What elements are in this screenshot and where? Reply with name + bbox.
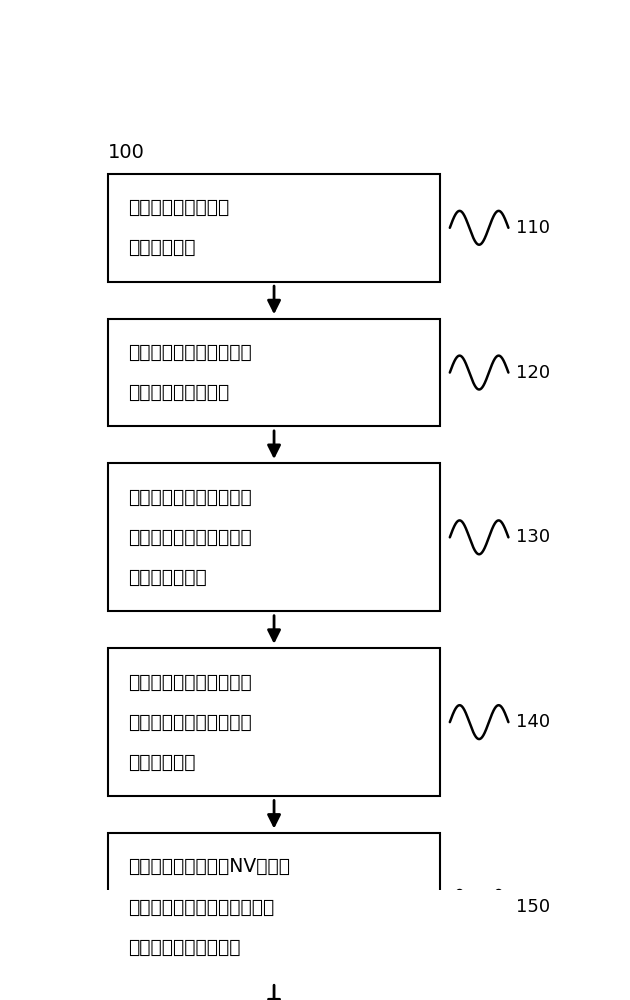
Text: 140: 140 <box>516 713 550 731</box>
Text: 120: 120 <box>516 364 550 382</box>
Text: 微波脉冲作用于样品实现: 微波脉冲作用于样品实现 <box>127 673 251 692</box>
Text: 在量子态相位中: 在量子态相位中 <box>127 568 206 587</box>
Bar <box>108 648 440 796</box>
Text: 射的荧光，通过光电敏感单元: 射的荧光，通过光电敏感单元 <box>127 897 274 916</box>
Text: 激光脉冲作用，检测NV色心出: 激光脉冲作用，检测NV色心出 <box>127 857 290 876</box>
Text: 150: 150 <box>516 898 550 916</box>
Text: 将光信号转变为电信号: 将光信号转变为电信号 <box>127 937 240 956</box>
Bar <box>108 319 440 426</box>
Bar <box>108 833 440 981</box>
Text: 惯性转动，转动信息反映: 惯性转动，转动信息反映 <box>127 528 251 547</box>
Text: 激光脉冲作用于样品: 激光脉冲作用于样品 <box>127 198 229 217</box>
Text: 100: 100 <box>108 143 145 162</box>
Text: 样品核自旋自由演化敏感: 样品核自旋自由演化敏感 <box>127 488 251 507</box>
Text: 110: 110 <box>516 219 550 237</box>
Bar <box>108 174 440 282</box>
Text: 布居数的转化: 布居数的转化 <box>127 753 195 772</box>
Text: 130: 130 <box>516 528 550 546</box>
Text: 实现电子极化: 实现电子极化 <box>127 238 195 257</box>
Text: 用于样品实现核极化: 用于样品实现核极化 <box>127 383 229 402</box>
Bar <box>108 463 440 611</box>
Text: 强磁场环境下激光脉冲作: 强磁场环境下激光脉冲作 <box>127 343 251 362</box>
Text: 电子自旋相位向电子自旋: 电子自旋相位向电子自旋 <box>127 713 251 732</box>
